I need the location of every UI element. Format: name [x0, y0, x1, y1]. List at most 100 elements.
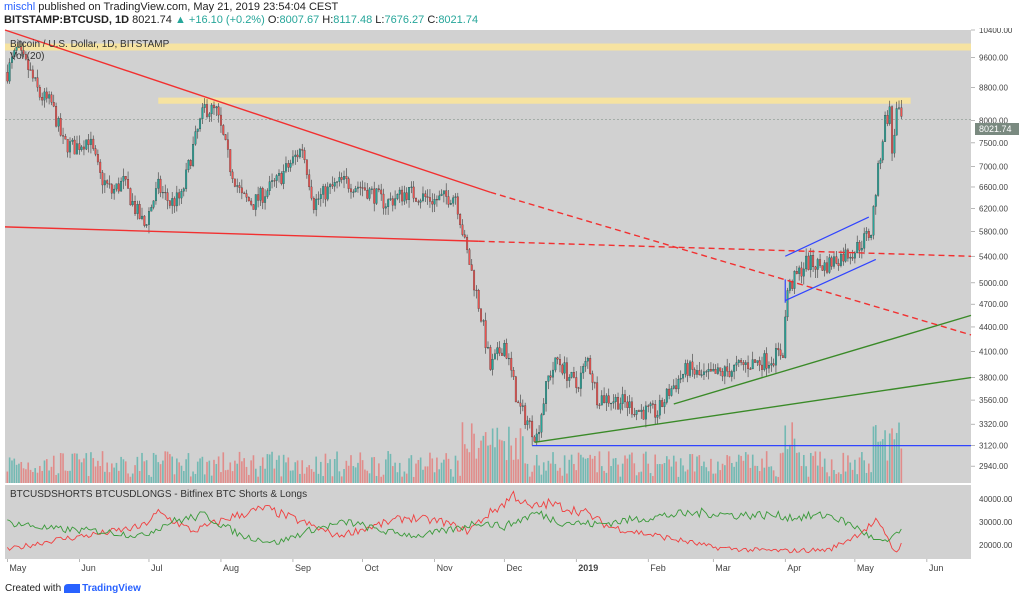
volume-bar [357, 462, 359, 483]
candle [120, 180, 123, 192]
volume-bar [117, 470, 120, 483]
candle [240, 187, 243, 194]
candle [196, 128, 199, 132]
volume-bar [870, 472, 872, 483]
volume-bar [535, 454, 538, 483]
volume-bar [898, 422, 900, 483]
volume-bar [496, 427, 499, 483]
close-value: 8021.74 [438, 14, 479, 26]
candle [69, 141, 71, 153]
chart-area[interactable]: 10400.00 9600.00 8800.00 8000.00 7500.00 7000… [0, 28, 1024, 580]
volume-bar [97, 460, 99, 483]
candle [712, 369, 715, 372]
volume-bar [32, 471, 34, 483]
volume-bar [463, 444, 466, 483]
volume-bar [143, 461, 146, 483]
candle [456, 196, 459, 215]
candle [658, 400, 661, 416]
volume-bar [519, 428, 522, 483]
volume-bar [206, 461, 208, 483]
candle [538, 432, 541, 435]
volume-bar [48, 470, 50, 483]
high-value: 8117.48 [333, 14, 373, 26]
volume-bar [361, 460, 364, 483]
candle [424, 193, 427, 197]
volume-bar [475, 458, 478, 483]
volume-bar [717, 461, 719, 483]
candle [484, 320, 487, 349]
volume-bar [138, 471, 141, 483]
volume-bar [401, 476, 403, 483]
candle [802, 268, 805, 277]
candle [71, 139, 74, 142]
volume-bar [538, 465, 540, 483]
candle [208, 113, 211, 117]
candle [435, 198, 438, 201]
y-tick-label: 4100.00 [979, 347, 1008, 356]
volume-bar [865, 472, 868, 483]
volume-bar [11, 460, 13, 483]
volume-bar [162, 460, 164, 483]
volume-bar [424, 466, 427, 483]
volume-bar [559, 467, 561, 483]
candle [744, 362, 747, 365]
volume-bar [696, 456, 698, 483]
volume-bar [396, 472, 399, 483]
candle [303, 150, 306, 160]
volume-bar [744, 452, 747, 483]
candle [651, 403, 654, 405]
candle [259, 187, 262, 201]
close-label: C: [427, 14, 439, 26]
volume-bar [73, 453, 76, 483]
volume-bar [679, 458, 682, 483]
volume-bar [900, 448, 903, 483]
username[interactable]: mischl [4, 1, 36, 13]
candle [447, 196, 450, 205]
x-tick-label: Apr [787, 563, 801, 573]
candle [171, 198, 174, 206]
candle [396, 194, 399, 199]
volume-bar [289, 470, 292, 483]
trendline [4, 226, 479, 242]
candle [324, 186, 327, 200]
candle [621, 394, 624, 404]
candle [64, 136, 67, 140]
candle [461, 224, 464, 235]
trendline [534, 376, 972, 444]
created-with-label: Created with [5, 583, 62, 594]
volume-bar [391, 466, 394, 483]
volume-bar [624, 455, 626, 483]
volume-bar [698, 455, 701, 483]
resistance-band [158, 97, 911, 104]
candle [565, 362, 568, 381]
volume-bar [584, 458, 587, 483]
candle [273, 180, 276, 182]
volume-bar [319, 461, 322, 483]
volume-bar [740, 455, 742, 483]
candle [470, 264, 473, 271]
candle [338, 177, 341, 182]
candle [17, 46, 20, 48]
volume-bar [647, 463, 650, 483]
x-tick-label: Dec [506, 563, 523, 573]
candle [540, 414, 543, 433]
candle [336, 181, 339, 183]
candle [719, 367, 722, 372]
candle [872, 206, 875, 236]
volume-bar [610, 466, 612, 483]
candle [844, 249, 847, 262]
x-tick-label: Mar [715, 563, 731, 573]
tradingview-brand[interactable]: TradingView [82, 583, 141, 594]
volume-bar [522, 436, 524, 483]
volume-bar [6, 471, 9, 483]
candle [774, 348, 777, 366]
volume-bar [296, 460, 299, 483]
candle [389, 198, 392, 200]
candle [879, 159, 882, 164]
candle [213, 104, 215, 109]
candle [779, 349, 782, 356]
candle [870, 235, 873, 238]
volume-bar [772, 470, 775, 483]
candle [763, 353, 766, 370]
candle [816, 259, 819, 270]
